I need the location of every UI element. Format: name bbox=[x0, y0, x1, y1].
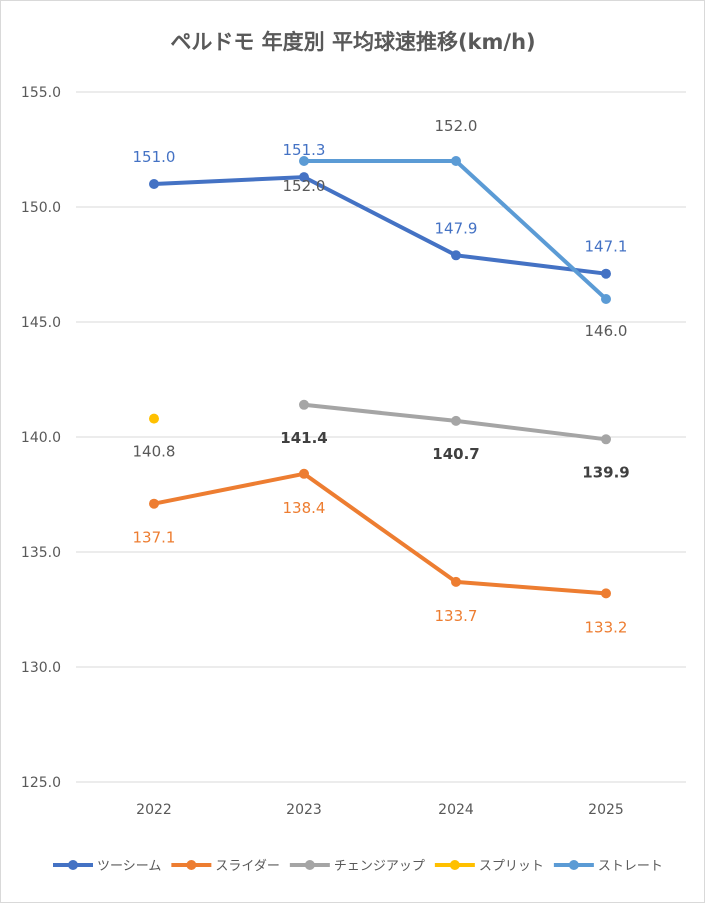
series-3 bbox=[149, 413, 159, 424]
legend-item: ツーシーム bbox=[53, 859, 161, 874]
legend: ツーシーム スライダー チェンジアップ スプリット ストレート bbox=[53, 859, 663, 874]
legend-label: チェンジアップ bbox=[334, 859, 425, 874]
legend-marker bbox=[186, 860, 197, 870]
data-label: 133.2 bbox=[585, 618, 628, 636]
data-point bbox=[601, 294, 611, 304]
data-point bbox=[451, 156, 461, 166]
data-label: 152.0 bbox=[435, 117, 478, 135]
y-tick-label: 140.0 bbox=[21, 430, 61, 446]
data-label: 133.7 bbox=[435, 607, 478, 625]
legend-item: チェンジアップ bbox=[289, 859, 425, 874]
data-label: 141.4 bbox=[280, 429, 327, 447]
data-point bbox=[451, 415, 461, 426]
series-layer bbox=[149, 156, 611, 599]
data-point bbox=[451, 250, 461, 261]
data-label: 147.9 bbox=[435, 219, 478, 237]
data-label: 147.1 bbox=[585, 238, 628, 256]
data-label: 151.3 bbox=[283, 141, 326, 159]
data-label: 138.4 bbox=[283, 499, 326, 517]
y-tick-label: 145.0 bbox=[21, 315, 61, 331]
data-point bbox=[149, 179, 159, 189]
data-label: 137.1 bbox=[133, 529, 176, 547]
chart-title: ペルドモ 年度別 平均球速推移(km/h) bbox=[170, 30, 535, 54]
legend-label: ツーシーム bbox=[97, 859, 161, 874]
data-label: 140.8 bbox=[133, 443, 176, 461]
y-axis-ticks: 125.0 130.0 135.0 140.0 145.0 150.0 155.0 bbox=[21, 85, 61, 791]
legend-marker bbox=[68, 860, 78, 870]
data-label: 152.0 bbox=[283, 177, 326, 195]
legend-label: ストレート bbox=[598, 859, 663, 874]
data-point bbox=[601, 268, 611, 279]
y-tick-label: 130.0 bbox=[21, 660, 61, 676]
legend-marker bbox=[449, 860, 460, 870]
data-point bbox=[299, 399, 309, 410]
x-axis-ticks: 2022 2023 2024 2025 bbox=[136, 802, 624, 818]
series-2 bbox=[299, 399, 611, 445]
grid-layer bbox=[76, 91, 686, 783]
legend-label: スプリット bbox=[479, 859, 544, 874]
data-point bbox=[601, 588, 611, 599]
data-point bbox=[299, 172, 309, 183]
series-1 bbox=[149, 468, 611, 599]
x-tick-label: 2023 bbox=[286, 802, 322, 818]
data-label: 151.0 bbox=[133, 148, 176, 166]
data-label: 140.7 bbox=[432, 445, 479, 463]
legend-marker bbox=[568, 860, 579, 870]
series-4 bbox=[299, 156, 611, 304]
data-point bbox=[601, 434, 611, 445]
x-tick-label: 2024 bbox=[438, 802, 474, 818]
data-label-layer: 151.0 151.3 147.9 147.1 137.1 138.4 133.7 133.2… bbox=[133, 117, 630, 636]
y-tick-label: 155.0 bbox=[21, 85, 61, 101]
legend-item: スライダー bbox=[171, 859, 280, 874]
series-line bbox=[152, 471, 608, 596]
y-tick-label: 125.0 bbox=[21, 775, 61, 791]
legend-marker bbox=[304, 860, 315, 870]
data-point bbox=[149, 498, 159, 509]
data-label: 139.9 bbox=[582, 463, 629, 481]
data-point bbox=[299, 468, 309, 479]
series-0 bbox=[149, 172, 611, 279]
y-tick-label: 135.0 bbox=[21, 545, 61, 561]
legend-item: スプリット bbox=[434, 859, 544, 874]
data-point bbox=[299, 156, 309, 166]
x-tick-label: 2025 bbox=[588, 802, 624, 818]
series-line bbox=[152, 175, 608, 276]
legend-item: ストレート bbox=[553, 859, 663, 874]
y-tick-label: 150.0 bbox=[21, 200, 61, 216]
legend-label: スライダー bbox=[215, 859, 279, 874]
data-point bbox=[149, 413, 159, 424]
data-label: 146.0 bbox=[585, 322, 628, 340]
data-point bbox=[451, 576, 461, 587]
x-tick-label: 2022 bbox=[136, 802, 172, 818]
